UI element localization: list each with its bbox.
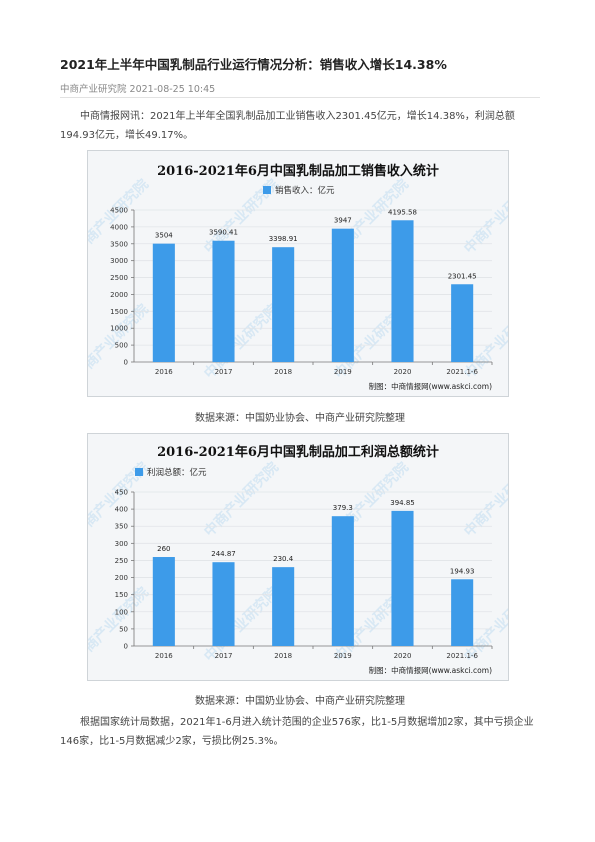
bar-2020 — [391, 220, 414, 362]
profit-chart: 中商产业研究院 中商产业研究院 中商产业研究院 中商产业研究院 中商产业研究院 中商产业研… — [87, 433, 509, 681]
y-tick-label: 50 — [119, 625, 128, 633]
y-tick-label: 300 — [115, 540, 128, 548]
bar-2017 — [212, 240, 235, 362]
y-tick-label: 100 — [115, 608, 128, 616]
bar-2016 — [152, 243, 175, 362]
x-tick-label: 2018 — [274, 368, 292, 376]
x-tick-label: 2021.1-6 — [446, 368, 478, 376]
chart-title: 2016-2021年6月中国乳制品加工销售收入统计 — [157, 163, 439, 179]
y-tick-label: 1000 — [110, 325, 128, 333]
data-label: 3504 — [155, 232, 173, 240]
legend-label: 销售收入：亿元 — [275, 185, 335, 196]
article-source[interactable]: 中商产业研究院 — [60, 84, 127, 95]
y-tick-label: 0 — [124, 643, 128, 651]
revenue-chart: 中商产业研究院 中商产业研究院 中商产业研究院 中商产业研究院 中商产业研究院 中商产业研… — [87, 150, 509, 397]
x-tick-label: 2018 — [274, 652, 292, 660]
data-label: 3590.41 — [209, 229, 238, 237]
watermark-text: 中商产业研究院 — [461, 459, 508, 540]
y-tick-label: 150 — [115, 591, 128, 599]
chart2-caption: 数据来源：中国奶业协会、中商产业研究院整理 — [195, 696, 405, 707]
stats-paragraph: 根据国家统计局数据，2021年1-6月进入统计范围的企业576家，比1-5月数据… — [60, 717, 534, 747]
data-label: 4195.58 — [388, 208, 417, 216]
x-tick-label: 2016 — [155, 652, 173, 660]
chart1-caption: 数据来源：中国奶业协会、中商产业研究院整理 — [195, 413, 405, 424]
bar-2021.1-6 — [451, 284, 474, 362]
data-label: 260 — [157, 545, 170, 553]
bar-2020 — [391, 510, 414, 646]
x-tick-label: 2020 — [394, 652, 412, 660]
watermark-text: 中商产业研究院 — [201, 459, 282, 540]
x-tick-label: 2021.1-6 — [446, 652, 478, 660]
y-tick-label: 400 — [115, 506, 128, 514]
legend-swatch — [135, 468, 143, 476]
y-tick-label: 450 — [115, 489, 128, 497]
watermark-text: 中商产业研究院 — [461, 176, 508, 257]
article-date: 2021-08-25 10:45 — [129, 84, 216, 95]
y-tick-label: 1500 — [110, 308, 128, 316]
bar-2021.1-6 — [451, 579, 474, 646]
data-label: 230.4 — [273, 555, 294, 563]
x-tick-label: 2020 — [394, 368, 412, 376]
y-tick-label: 0 — [124, 359, 128, 367]
article-meta: 中商产业研究院 2021-08-25 10:45 — [60, 81, 215, 95]
chart-credit: 制图：中商情报网(www.askci.com) — [369, 665, 492, 675]
bar-2018 — [272, 247, 295, 362]
x-tick-label: 2019 — [334, 652, 352, 660]
data-label: 379.3 — [333, 504, 353, 512]
x-tick-label: 2016 — [155, 368, 173, 376]
divider — [60, 97, 540, 98]
bar-2019 — [331, 516, 354, 646]
data-label: 3398.91 — [269, 235, 298, 243]
bar-2018 — [272, 567, 295, 646]
legend-label: 利润总额：亿元 — [147, 467, 207, 478]
chart-credit: 制图：中商情报网(www.askci.com) — [369, 381, 492, 391]
data-label: 394.85 — [390, 499, 415, 507]
data-label: 194.93 — [450, 567, 475, 575]
y-tick-label: 200 — [115, 574, 128, 582]
y-tick-label: 250 — [115, 557, 128, 565]
y-tick-label: 2000 — [110, 291, 128, 299]
x-tick-label: 2017 — [215, 652, 233, 660]
y-tick-label: 4000 — [110, 223, 128, 231]
y-tick-label: 2500 — [110, 274, 128, 282]
data-label: 244.87 — [211, 550, 236, 558]
data-label: 2301.45 — [448, 272, 477, 280]
article-title: 2021年上半年中国乳制品行业运行情况分析：销售收入增长14.38% — [60, 57, 447, 72]
y-tick-label: 3000 — [110, 257, 128, 265]
y-tick-label: 500 — [115, 342, 128, 350]
y-tick-label: 350 — [115, 523, 128, 531]
x-tick-label: 2017 — [215, 368, 233, 376]
y-tick-label: 3500 — [110, 240, 128, 248]
bar-2019 — [331, 228, 354, 362]
intro-paragraph: 中商情报网讯：2021年上半年全国乳制品加工业销售收入2301.45亿元，增长1… — [60, 111, 515, 141]
bar-2016 — [152, 557, 175, 646]
chart-title: 2016-2021年6月中国乳制品加工利润总额统计 — [157, 444, 439, 460]
bar-2017 — [212, 562, 235, 646]
x-tick-label: 2019 — [334, 368, 352, 376]
data-label: 3947 — [334, 217, 352, 225]
legend-swatch — [263, 186, 271, 194]
y-tick-label: 4500 — [110, 207, 128, 215]
